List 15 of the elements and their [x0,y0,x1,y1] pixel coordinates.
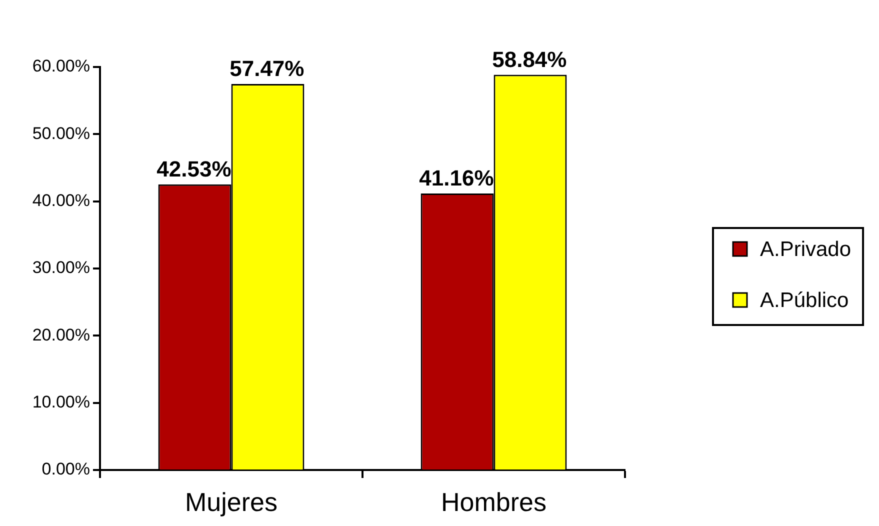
legend-label: A.Público [760,288,849,312]
data-label: 41.16% [419,166,494,191]
legend-label: A.Privado [760,238,852,261]
x-tick-label: Mujeres [185,486,278,517]
y-tick-label: 30.00% [32,258,90,278]
data-label: 57.47% [230,56,304,81]
x-tick-label: Hombres [441,486,546,517]
y-tick-label: 0.00% [42,460,90,479]
data-label: 58.84% [492,46,567,72]
data-label: 42.53% [156,156,232,182]
y-tick-label: 20.00% [32,325,90,344]
y-tick-label: 60.00% [32,56,90,76]
y-tick-label: 50.00% [32,124,90,143]
y-tick-label: 10.00% [32,392,90,412]
y-tick-label: 40.00% [32,191,90,210]
